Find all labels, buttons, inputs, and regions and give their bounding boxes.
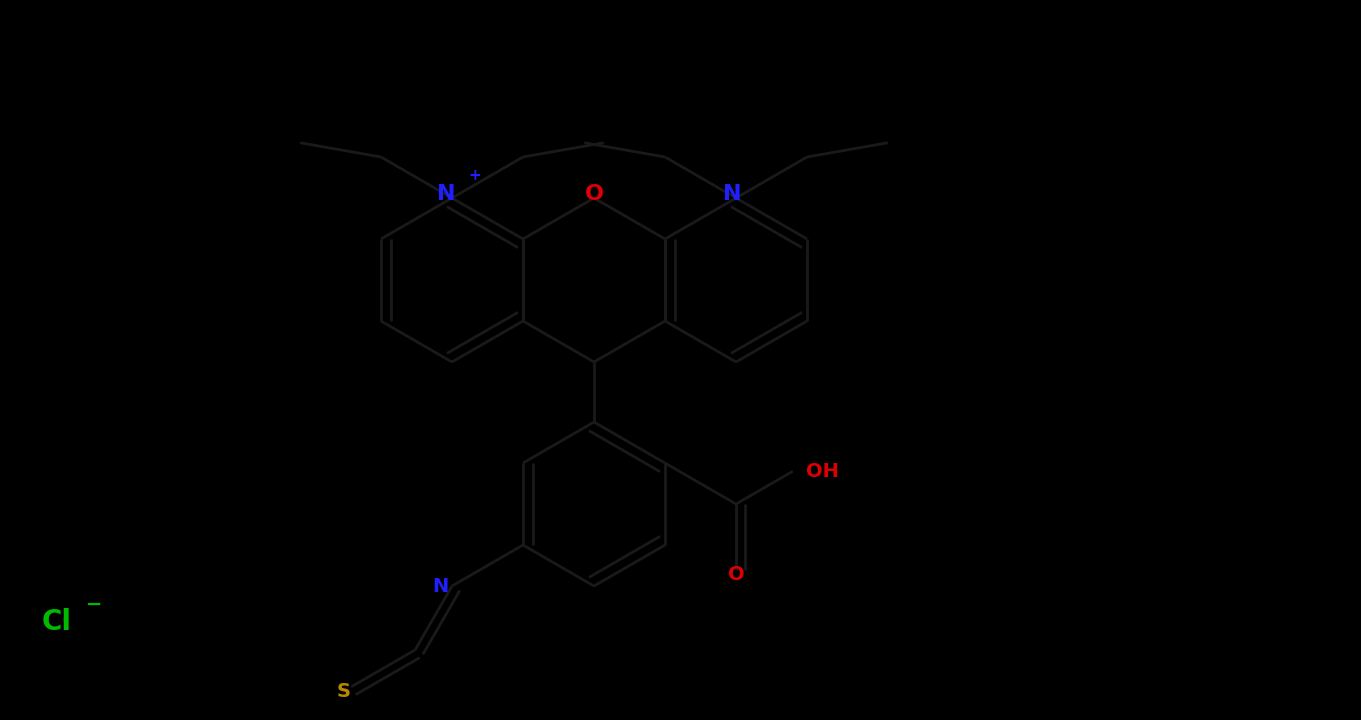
Text: OH: OH <box>807 462 840 481</box>
Text: Cl: Cl <box>42 608 72 636</box>
Text: S: S <box>336 683 350 701</box>
Text: +: + <box>468 168 482 184</box>
Text: N: N <box>437 184 455 204</box>
Text: −: − <box>86 595 102 613</box>
Text: N: N <box>431 577 448 595</box>
Text: O: O <box>584 184 603 204</box>
Text: O: O <box>728 565 744 584</box>
Text: N: N <box>723 184 742 204</box>
